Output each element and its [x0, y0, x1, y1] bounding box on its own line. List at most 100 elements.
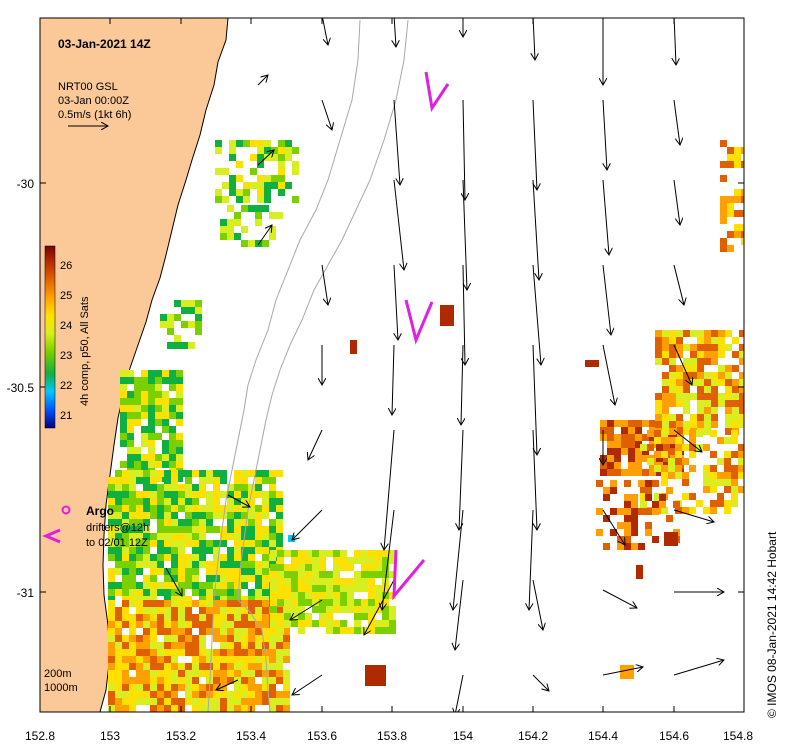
analysis-time: 03-Jan 00:00Z — [58, 95, 129, 107]
sst-pixel — [169, 461, 176, 468]
sst-pixel — [164, 477, 171, 484]
sst-pixel — [127, 461, 134, 468]
sst-pixel — [227, 205, 234, 212]
sst-pixel — [276, 470, 283, 477]
sst-pixel — [285, 140, 292, 147]
sst-pixel — [178, 621, 185, 628]
sst-pixel — [248, 547, 255, 554]
sst-pixel — [248, 607, 255, 614]
sst-pixel — [215, 168, 222, 175]
sst-pixel — [178, 505, 185, 512]
sst-pixel — [129, 642, 136, 649]
sst-pixel — [227, 519, 234, 526]
sst-pixel — [257, 175, 264, 182]
sst-pixel — [185, 621, 192, 628]
sst-pixel — [675, 451, 682, 458]
x-tick-label: 153 — [100, 729, 120, 743]
sst-pixel — [129, 621, 136, 628]
sst-pixel — [241, 568, 248, 575]
sst-pixel — [585, 360, 592, 367]
sst-pixel — [676, 372, 683, 379]
sst-pixel — [255, 600, 262, 607]
sst-pixel — [255, 663, 262, 670]
sst-pixel — [141, 454, 148, 461]
sst-pixel — [724, 486, 731, 493]
current-arrow — [257, 225, 272, 246]
sst-pixel — [162, 419, 169, 426]
sst-pixel — [234, 219, 241, 226]
sst-pixel — [213, 663, 220, 670]
sst-pixel — [440, 305, 447, 312]
sst-pixel — [683, 393, 690, 400]
sst-pixel — [192, 554, 199, 561]
sst-pixel — [171, 698, 178, 705]
sst-pixel — [250, 168, 257, 175]
sst-pixel — [220, 526, 227, 533]
sst-pixel — [682, 507, 689, 514]
sst-pixel — [157, 568, 164, 575]
sst-pixel — [206, 614, 213, 621]
sst-pixel — [270, 550, 277, 557]
current-arrow — [529, 509, 534, 610]
sst-pixel — [333, 585, 340, 592]
sst-pixel — [319, 606, 326, 613]
sst-pixel — [227, 691, 234, 698]
sst-pixel — [192, 526, 199, 533]
sst-pixel — [269, 498, 276, 505]
current-arrow — [393, 99, 400, 185]
sst-pixel — [741, 231, 744, 238]
sst-pixel — [720, 245, 727, 252]
sst-pixel — [157, 656, 164, 663]
sst-pixel — [711, 372, 718, 379]
sst-pixel — [717, 493, 724, 500]
sst-pixel — [690, 379, 697, 386]
sst-pixel — [248, 575, 255, 582]
sst-pixel — [690, 358, 697, 365]
sst-pixel — [668, 437, 675, 444]
sst-pixel — [176, 384, 183, 391]
sst-pixel — [319, 620, 326, 627]
sst-pixel — [160, 321, 167, 328]
sst-pixel — [621, 434, 628, 441]
sst-pixel — [227, 526, 234, 533]
sst-pixel — [215, 140, 222, 147]
sst-pixel — [206, 621, 213, 628]
sst-pixel — [150, 512, 157, 519]
sst-pixel — [711, 344, 718, 351]
sst-pixel — [199, 589, 206, 596]
sst-pixel — [220, 568, 227, 575]
sst-pixel — [696, 430, 703, 437]
sst-pixel — [122, 512, 129, 519]
current-arrow — [165, 567, 182, 596]
sst-pixel — [697, 407, 704, 414]
sst-pixel — [169, 377, 176, 384]
sst-pixel — [645, 522, 652, 529]
sst-pixel — [234, 705, 241, 712]
sst-pixel — [255, 219, 262, 226]
current-arrow — [602, 667, 643, 676]
sst-pixel — [129, 635, 136, 642]
sst-pixel — [592, 360, 599, 367]
sst-pixel — [298, 564, 305, 571]
sst-pixel — [248, 628, 255, 635]
sst-pixel — [354, 627, 361, 634]
sst-pixel — [675, 437, 682, 444]
sst-pixel — [188, 300, 195, 307]
sst-pixel — [741, 224, 744, 231]
sst-pixel — [248, 519, 255, 526]
sst-pixel — [150, 642, 157, 649]
sst-pixel — [115, 635, 122, 642]
sst-pixel — [120, 426, 127, 433]
sst-pixel — [278, 140, 285, 147]
sst-pixel — [655, 393, 662, 400]
sst-pixel — [631, 543, 638, 550]
colorbar-tick: 25 — [60, 290, 72, 302]
sst-pixel — [305, 613, 312, 620]
sst-pixel — [141, 426, 148, 433]
sst-pixel — [185, 600, 192, 607]
sst-pixel — [683, 372, 690, 379]
sst-pixel — [389, 613, 396, 620]
colorbar-tick: 21 — [60, 410, 72, 422]
sst-pixel — [234, 484, 241, 491]
sst-pixel — [127, 440, 134, 447]
